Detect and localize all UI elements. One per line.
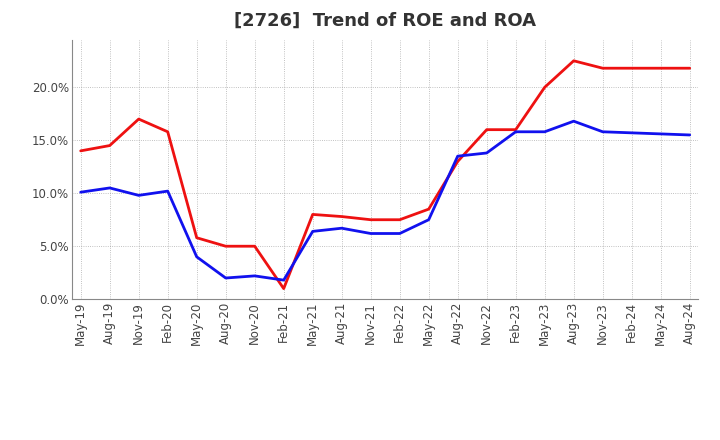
Line: ROA: ROA — [81, 121, 690, 280]
ROA — [163, 188, 172, 194]
ROA — [395, 231, 404, 236]
ROA — [338, 226, 346, 231]
ROE — [511, 127, 520, 132]
ROE — [366, 217, 375, 222]
ROE — [395, 217, 404, 222]
ROE — [221, 244, 230, 249]
ROA — [251, 273, 259, 279]
ROA — [541, 129, 549, 135]
ROA — [454, 154, 462, 159]
ROE — [627, 66, 636, 71]
ROA — [424, 217, 433, 222]
ROE — [338, 214, 346, 219]
ROA — [482, 150, 491, 156]
ROA — [627, 130, 636, 136]
ROE — [192, 235, 201, 240]
ROE — [541, 84, 549, 90]
ROA — [192, 254, 201, 260]
ROE — [163, 129, 172, 135]
Line: ROE: ROE — [81, 61, 690, 289]
ROA — [598, 129, 607, 135]
ROE — [76, 148, 85, 154]
ROA — [511, 129, 520, 135]
ROE — [279, 286, 288, 291]
ROE — [308, 212, 317, 217]
ROA — [76, 190, 85, 195]
ROA — [221, 275, 230, 281]
ROE — [424, 206, 433, 212]
ROE — [482, 127, 491, 132]
ROE — [570, 58, 578, 63]
ROA — [308, 229, 317, 234]
ROE — [105, 143, 114, 148]
ROA — [366, 231, 375, 236]
ROA — [657, 131, 665, 136]
ROE — [657, 66, 665, 71]
ROA — [570, 118, 578, 124]
ROE — [135, 117, 143, 122]
ROE — [251, 244, 259, 249]
Title: [2726]  Trend of ROE and ROA: [2726] Trend of ROE and ROA — [234, 12, 536, 30]
ROA — [685, 132, 694, 138]
ROE — [598, 66, 607, 71]
ROE — [454, 159, 462, 164]
ROA — [135, 193, 143, 198]
ROA — [279, 278, 288, 283]
ROE — [685, 66, 694, 71]
ROA — [105, 185, 114, 191]
